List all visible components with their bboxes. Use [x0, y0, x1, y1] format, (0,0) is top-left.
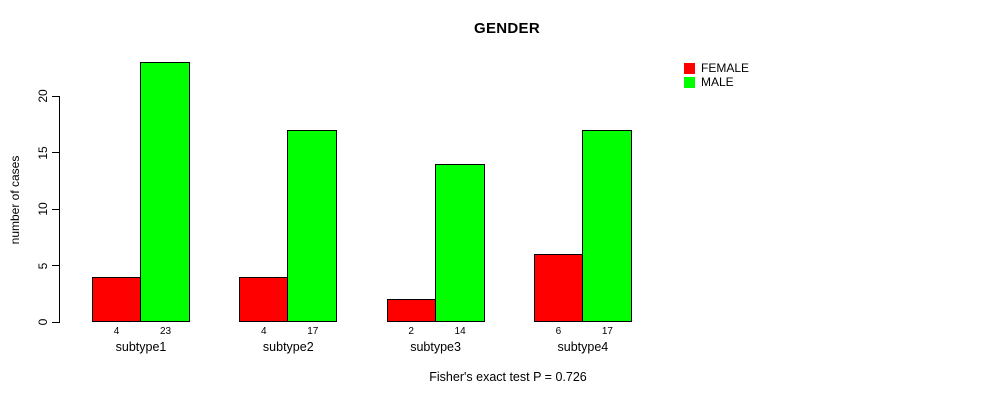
bar-female-subtype1 [92, 276, 141, 322]
bar-value-label: 17 [601, 326, 613, 337]
y-tick-mark [52, 321, 60, 323]
legend-label: FEMALE [701, 61, 750, 75]
bar-value-label: 4 [261, 326, 267, 337]
legend: FEMALE MALE [684, 61, 749, 89]
category-label-subtype3: subtype3 [410, 340, 461, 354]
y-tick-mark [52, 265, 60, 266]
bar-female-subtype2 [239, 276, 289, 322]
bar-value-label: 17 [307, 326, 319, 337]
category-label-subtype1: subtype1 [115, 340, 167, 354]
legend-swatch-male [684, 76, 695, 88]
y-tick-label: 20 [36, 89, 50, 103]
category-label-subtype4: subtype4 [557, 340, 609, 354]
bar-female-subtype4 [533, 254, 583, 322]
bar-value-label: 14 [454, 326, 466, 337]
y-tick-label: 0 [36, 318, 50, 326]
category-label-subtype2: subtype2 [262, 340, 314, 354]
y-tick-label: 5 [36, 262, 50, 269]
y-tick-mark [52, 95, 60, 97]
bar-value-label: 2 [408, 326, 414, 337]
y-tick-mark [52, 208, 60, 210]
bar-male-subtype1 [140, 62, 190, 322]
bar-value-label: 6 [555, 326, 562, 337]
y-tick-label: 10 [36, 202, 50, 216]
chart-title: GENDER [474, 20, 540, 37]
legend-label: MALE [701, 75, 734, 89]
bar-male-subtype4 [581, 129, 632, 322]
y-tick-mark [52, 152, 60, 153]
bar-male-subtype2 [287, 129, 338, 322]
fisher-test-caption: Fisher's exact test P = 0.726 [429, 370, 587, 384]
legend-item-female: FEMALE [684, 61, 749, 75]
bar-value-label: 4 [113, 326, 120, 337]
legend-swatch-female [684, 62, 695, 74]
bar-female-subtype3 [386, 299, 436, 322]
bar-male-subtype3 [434, 163, 485, 322]
y-tick-label: 15 [36, 145, 50, 160]
bar-value-label: 23 [159, 326, 172, 337]
legend-item-male: MALE [684, 75, 749, 89]
